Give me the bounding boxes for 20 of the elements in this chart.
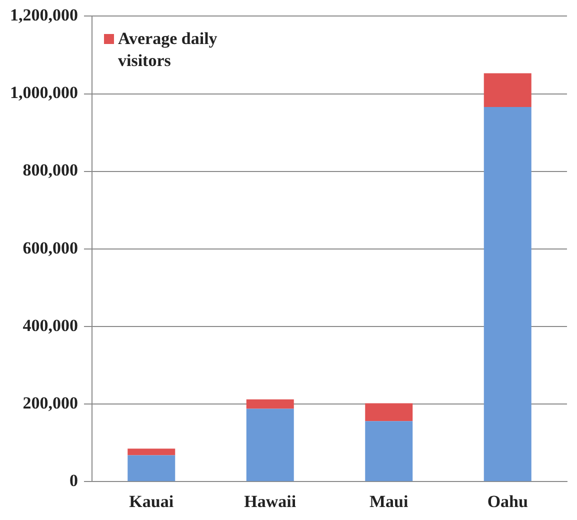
y-tick-label: 1,000,000 [10, 83, 78, 102]
y-tick-label: 400,000 [22, 316, 78, 335]
y-tick-label: 600,000 [22, 238, 78, 258]
bar [484, 73, 532, 107]
bar [246, 399, 294, 409]
legend-label: Average daily visitors [118, 28, 218, 72]
y-tick-label: 800,000 [22, 160, 78, 180]
y-tick-label: 1,200,000 [10, 6, 78, 25]
bar [365, 421, 413, 482]
x-tick-label: Maui [370, 492, 409, 512]
bar [128, 455, 176, 482]
x-tick-label: Kauai [129, 492, 174, 512]
x-tick-label: Hawaii [244, 492, 296, 512]
y-tick-label: 200,000 [22, 393, 78, 412]
x-tick-label: Oahu [487, 492, 528, 512]
bar [484, 106, 532, 482]
bar [246, 408, 294, 482]
bar [128, 448, 176, 456]
y-tick-label: 0 [70, 470, 78, 490]
bar [365, 403, 413, 422]
